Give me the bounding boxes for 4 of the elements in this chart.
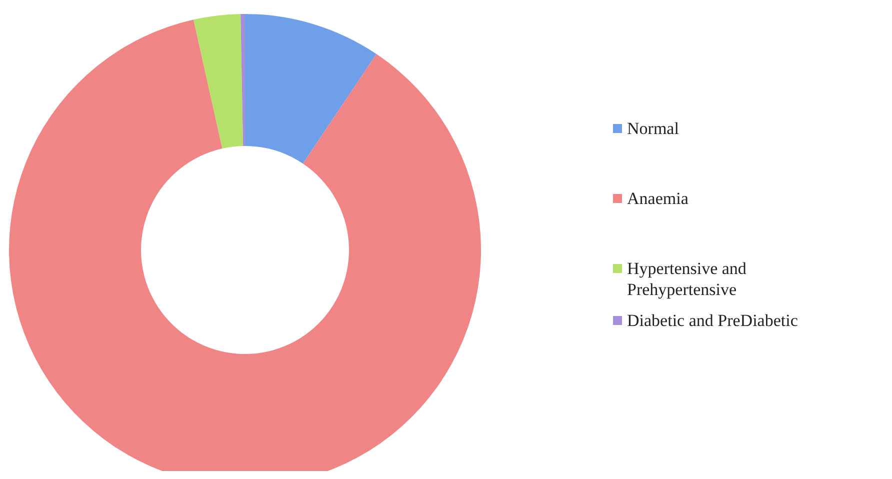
legend-label: Anaemia [627, 188, 688, 209]
legend-label: Diabetic and PreDiabetic [627, 310, 798, 331]
legend-label: Normal [627, 118, 679, 139]
legend-label: Hypertensive and Prehypertensive [627, 258, 748, 300]
